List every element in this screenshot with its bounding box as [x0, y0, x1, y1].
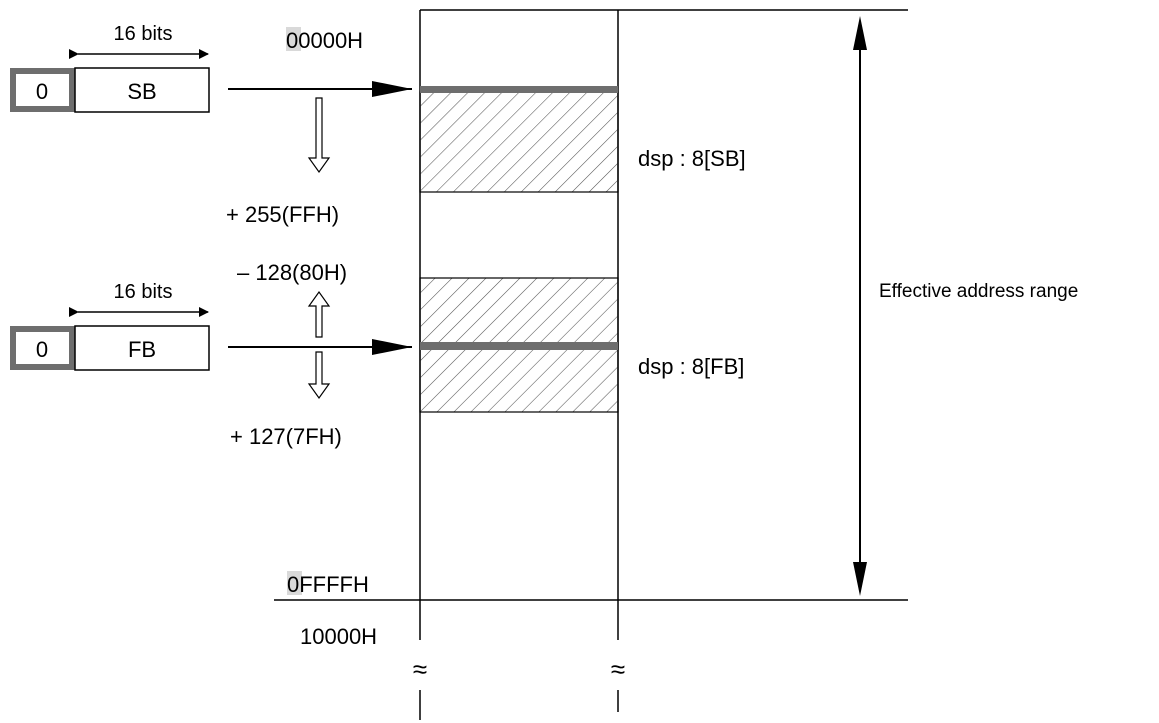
fb-width-label: 16 bits: [114, 281, 173, 303]
sb-region: [419, 86, 619, 193]
start-address: 00000H: [286, 28, 363, 53]
fb-register: 16 bits 0 FB: [10, 281, 210, 371]
fb-minus-offset: – 128(80H): [237, 260, 347, 285]
end-address-highlight: [287, 571, 302, 595]
sb-base-bar: [420, 86, 618, 93]
fb-name-label: FB: [128, 337, 156, 362]
fb-region: [419, 277, 619, 413]
sb-width-label: 16 bits: [114, 23, 173, 45]
fb-name-box: [74, 325, 210, 371]
sb-register: 16 bits 0 SB: [10, 23, 210, 113]
fb-plus-offset: + 127(7FH): [230, 424, 342, 449]
sb-plus-offset: + 255(FFH): [226, 202, 339, 227]
fb-down-hollow-arrow: [307, 351, 331, 400]
fb-pointer-arrowhead: [372, 339, 412, 355]
break-symbol-left: ≈: [413, 654, 427, 684]
fb-mode-label: dsp : 8[FB]: [638, 354, 744, 379]
beyond-address: 10000H: [300, 624, 377, 649]
range-arrowhead-up: [853, 16, 867, 50]
sb-down-hollow-arrow: [307, 97, 331, 174]
sb-mode-label: dsp : 8[SB]: [638, 146, 746, 171]
start-address-highlight: [286, 27, 301, 51]
sb-prefix-label: 0: [36, 79, 48, 104]
range-arrowhead-down: [853, 562, 867, 596]
sb-pointer-arrowhead: [372, 81, 412, 97]
fb-up-hollow-arrow: [307, 290, 331, 338]
sb-hatched-area: [419, 91, 619, 193]
range-label: Effective address range: [879, 281, 1078, 302]
end-address: 0FFFFH: [287, 572, 369, 597]
sb-name-label: SB: [127, 79, 156, 104]
fb-prefix-label: 0: [36, 337, 48, 362]
sb-prefix-box: [10, 68, 75, 112]
break-symbol-right: ≈: [611, 654, 625, 684]
fb-prefix-box: [10, 326, 75, 370]
sb-name-box: [74, 67, 210, 113]
fb-base-bar: [420, 342, 618, 350]
